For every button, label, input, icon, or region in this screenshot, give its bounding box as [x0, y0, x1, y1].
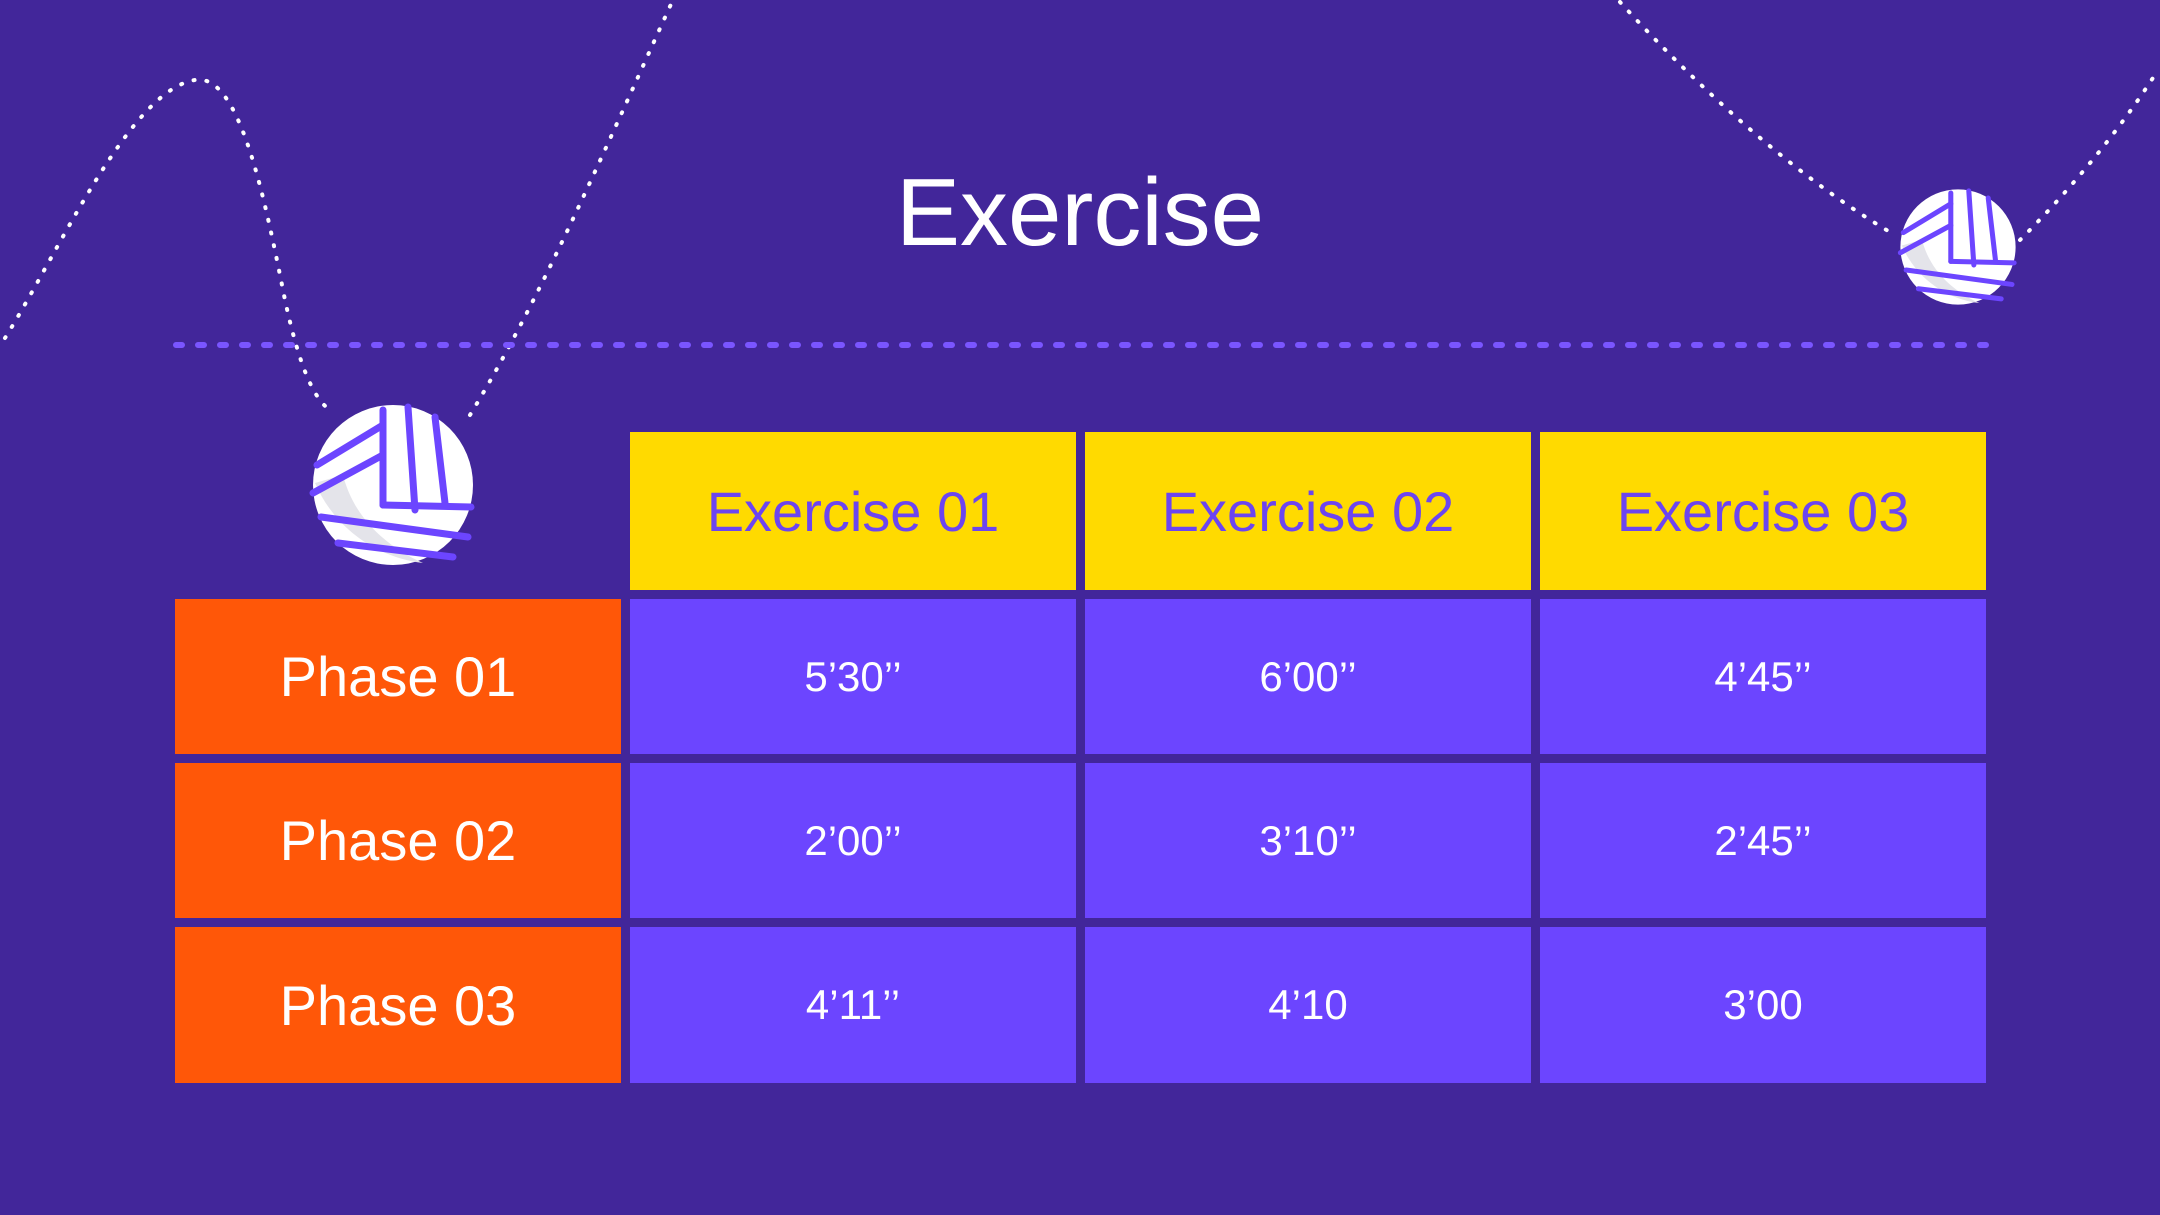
table-cell: 4’10	[1085, 927, 1531, 1083]
volleyball-icon	[309, 403, 475, 565]
dotted-trajectory-left-up	[468, 0, 674, 417]
table-cell: 4’45’’	[1540, 599, 1986, 754]
dotted-trajectory-right	[1618, 0, 1897, 237]
table-cell: 4’11’’	[630, 927, 1076, 1083]
volleyball-icon	[1897, 188, 2017, 305]
table-cell: 2’45’’	[1540, 763, 1986, 918]
column-header-exercise-03: Exercise 03	[1540, 432, 1986, 590]
row-header-phase-03: Phase 03	[175, 927, 621, 1083]
column-header-exercise-01: Exercise 01	[630, 432, 1076, 590]
column-header-exercise-02: Exercise 02	[1085, 432, 1531, 590]
slide-title: Exercise	[895, 159, 1265, 266]
row-header-phase-02: Phase 02	[175, 763, 621, 918]
table-cell: 3’00	[1540, 927, 1986, 1083]
table-cell: 6’00’’	[1085, 599, 1531, 754]
dotted-trajectory-right-up	[2018, 68, 2160, 242]
table-cell: 5’30’’	[630, 599, 1076, 754]
row-header-phase-01: Phase 01	[175, 599, 621, 754]
table-cell: 2’00’’	[630, 763, 1076, 918]
table-cell: 3’10’’	[1085, 763, 1531, 918]
dotted-trajectory-left	[3, 77, 332, 412]
